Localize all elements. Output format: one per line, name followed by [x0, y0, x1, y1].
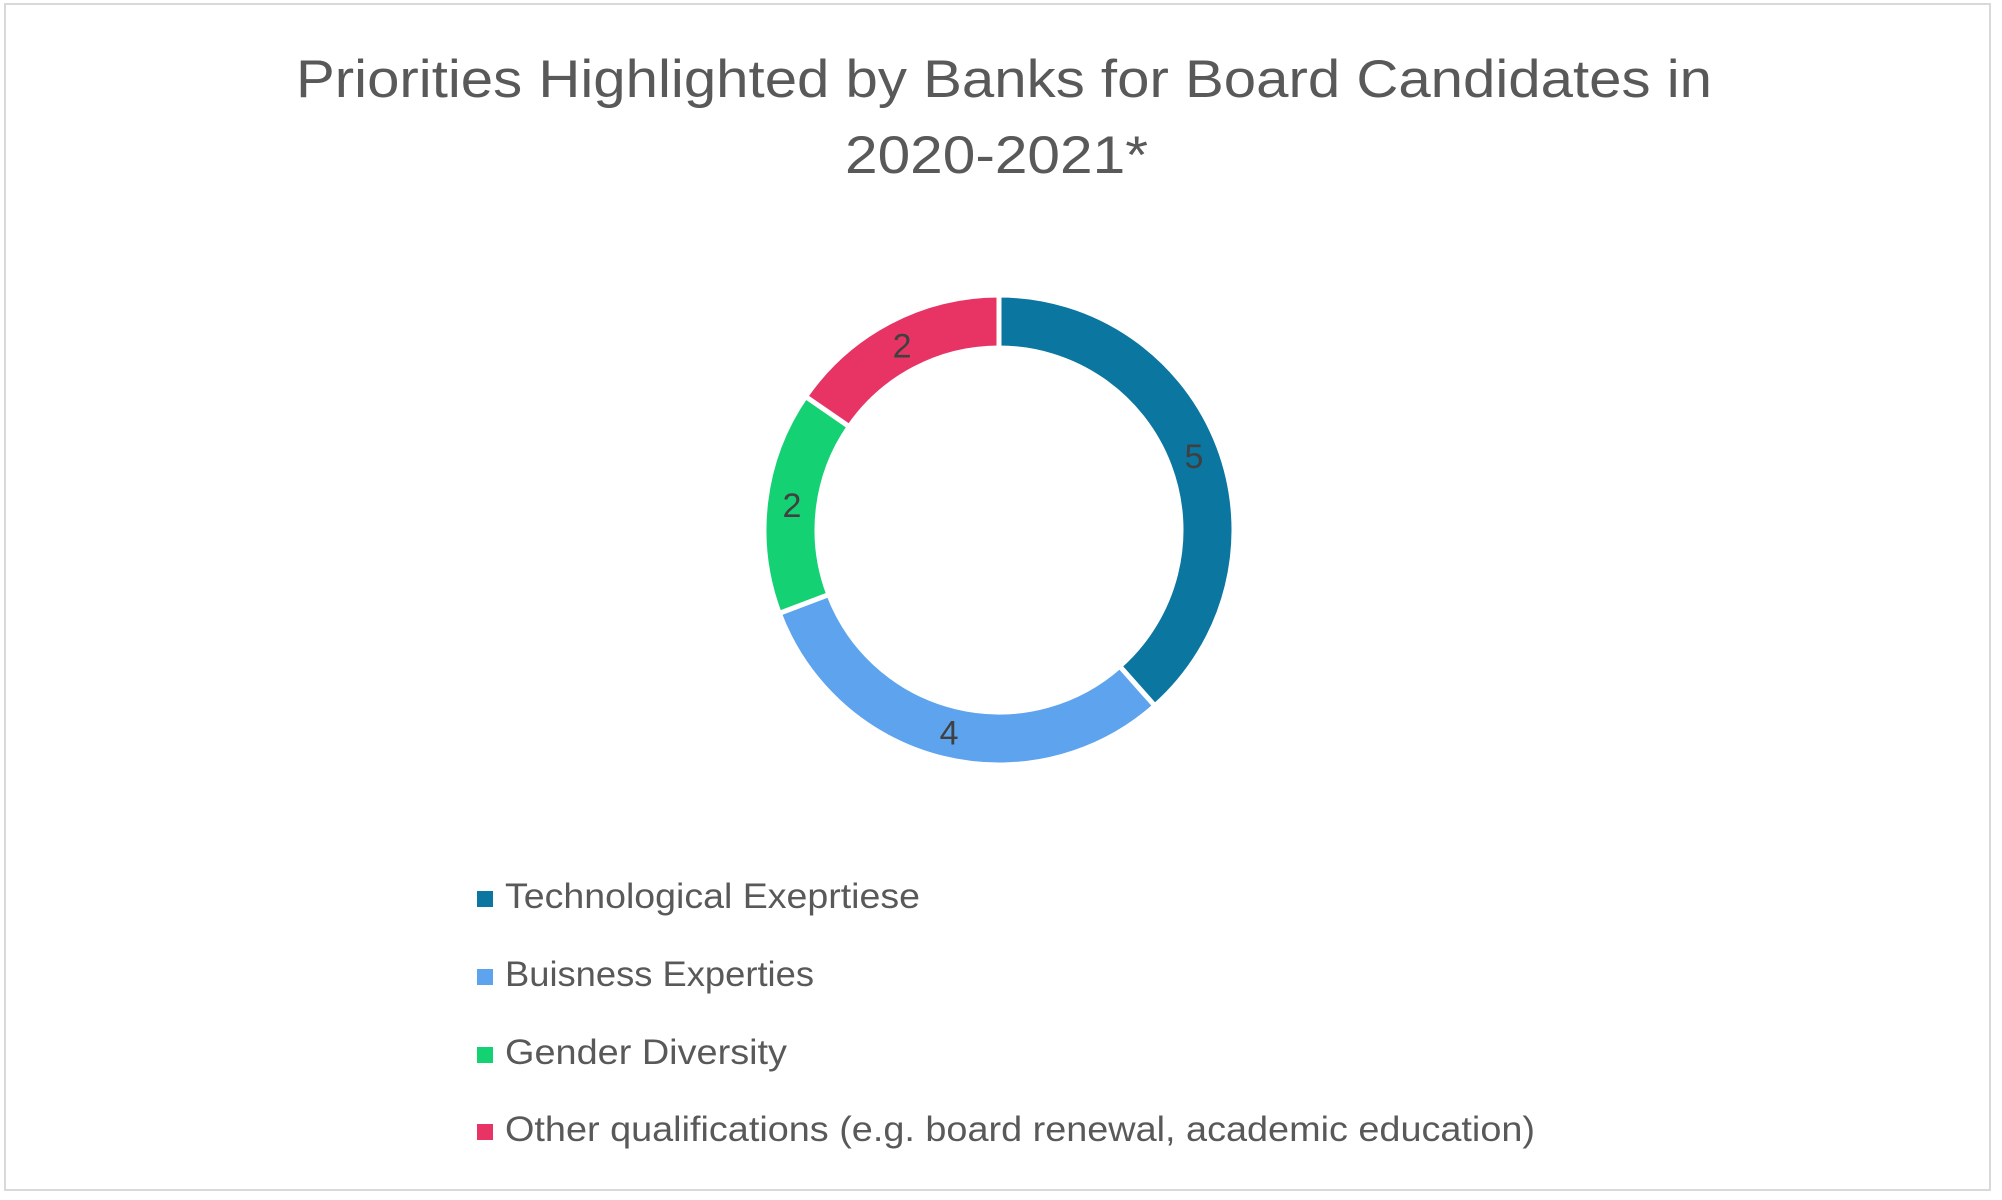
legend-label: Other qualifications (e.g. board renewal… — [505, 1110, 1535, 1149]
donut-segment-technological-expertise[interactable] — [996, 292, 1237, 710]
legend-item-technological-expertise[interactable]: Technological Exeprtiese — [477, 877, 920, 916]
legend-swatch-icon — [477, 1124, 493, 1140]
donut-segment-other-qualifications[interactable] — [802, 292, 1002, 431]
legend-label: Technological Exeprtiese — [505, 877, 920, 916]
legend-item-other-qualifications[interactable]: Other qualifications (e.g. board renewal… — [477, 1110, 1535, 1149]
chart-title-line-1: Priorities Highlighted by Banks for Boar… — [296, 50, 1712, 109]
legend-label: Buisness Experties — [505, 955, 814, 994]
donut-segment-business-expertise[interactable] — [776, 591, 1159, 768]
legend-swatch-icon — [477, 969, 493, 985]
data-label-business-expertise: 4 — [940, 714, 959, 752]
donut-ring — [761, 292, 1237, 768]
legend-item-gender-diversity[interactable]: Gender Diversity — [477, 1033, 788, 1072]
data-labels: 5 4 2 2 — [783, 327, 1204, 752]
chart-title-line-2: 2020-2021* — [845, 126, 1148, 185]
data-label-gender-diversity: 2 — [783, 487, 802, 525]
chart-area — [4, 3, 1991, 1191]
legend-label: Gender Diversity — [505, 1033, 788, 1072]
legend-swatch-icon — [477, 891, 493, 907]
data-label-technological-expertise: 5 — [1184, 438, 1203, 476]
legend-item-business-expertise[interactable]: Buisness Experties — [477, 955, 814, 994]
data-label-other-qualifications: 2 — [893, 327, 912, 365]
legend-swatch-icon — [477, 1047, 493, 1063]
donut-segment-gender-diversity[interactable] — [761, 393, 853, 617]
legend: Technological Exeprtiese Buisness Expert… — [477, 877, 1535, 1149]
